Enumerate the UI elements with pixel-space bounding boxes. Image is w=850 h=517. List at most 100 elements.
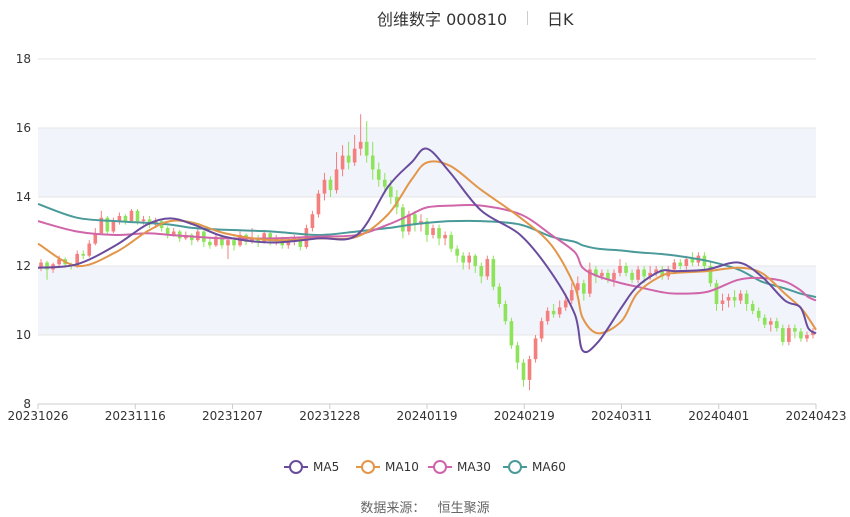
y-tick-label-3: 14 <box>16 190 31 204</box>
candle-body <box>129 210 134 222</box>
x-tick-label-2: 20231207 <box>202 409 263 423</box>
candle-body <box>425 221 429 235</box>
legend-label: MA60 <box>532 460 566 474</box>
candle-body <box>781 328 785 342</box>
candle-body <box>268 233 273 241</box>
candle-body <box>171 231 176 235</box>
candle-body <box>738 293 743 301</box>
candle-body <box>431 228 435 235</box>
candle-body <box>81 253 86 256</box>
y-tick-label-1: 10 <box>16 328 31 342</box>
candle-body <box>672 262 677 270</box>
candle-body <box>165 228 170 235</box>
candle-body <box>774 321 779 329</box>
candle-body <box>196 231 200 241</box>
candle-body <box>382 179 387 187</box>
legend-marker <box>289 460 303 474</box>
candle-body <box>678 262 683 266</box>
ma10-line <box>37 160 817 335</box>
candle-body <box>449 234 453 249</box>
candle-body <box>618 266 622 273</box>
candle-body <box>503 303 508 322</box>
candle-body <box>515 345 520 363</box>
legend-marker <box>361 460 375 474</box>
candle-body <box>220 236 224 246</box>
candle-body <box>485 259 490 277</box>
candle-body <box>787 328 791 342</box>
ma5-line <box>37 147 817 354</box>
y-tick-label-0: 8 <box>23 397 31 411</box>
source-name: 恒生聚源 <box>437 501 490 516</box>
legend-label: MA30 <box>457 460 491 474</box>
candle-body <box>732 297 737 301</box>
candle-body <box>600 272 604 277</box>
candle-body <box>527 359 532 380</box>
candle-body <box>401 207 405 232</box>
legend[interactable]: MA5 MA10 MA30 MA60 <box>284 460 566 474</box>
candle-body <box>316 193 321 215</box>
candle-body <box>654 269 658 273</box>
candle-body <box>606 272 610 280</box>
candle-body <box>708 266 713 284</box>
candle-body <box>521 362 526 380</box>
candle-body <box>298 238 303 248</box>
moving-average-lines <box>37 147 817 354</box>
y-tick-label-2: 12 <box>16 259 31 273</box>
candle-body <box>793 328 797 332</box>
candle-body <box>624 266 628 273</box>
candle-body <box>141 219 146 222</box>
candle-body <box>376 169 381 180</box>
candle-body <box>768 321 773 325</box>
x-tick-label-7: 20240401 <box>688 409 749 423</box>
candle-body <box>135 210 140 222</box>
candle-body <box>208 241 212 246</box>
candle-body <box>443 234 447 239</box>
candle-body <box>594 269 598 277</box>
candle-body <box>479 266 484 277</box>
candle-body <box>497 286 502 304</box>
candle-body <box>726 297 731 301</box>
candle-body <box>322 179 327 194</box>
candle-body <box>660 269 665 277</box>
candle-body <box>575 283 580 291</box>
candle-body <box>286 241 291 246</box>
candle-body <box>328 179 333 191</box>
candle-body <box>569 290 574 301</box>
candle-body <box>123 215 128 222</box>
candle-body <box>744 293 749 304</box>
candle-body <box>690 259 695 263</box>
y-tick-label-5: 18 <box>16 52 31 66</box>
candle-body <box>256 238 260 242</box>
x-tick-label-8: 20240423 <box>785 409 846 423</box>
candle-body <box>310 214 315 229</box>
candle-body <box>352 148 357 163</box>
x-tick-label-6: 20240311 <box>591 409 652 423</box>
candle-body <box>340 155 345 170</box>
candle-body <box>684 259 689 266</box>
candle-body <box>57 259 61 265</box>
candle-body <box>111 221 116 232</box>
chart-period: 日K <box>547 10 574 29</box>
candle-body <box>551 310 556 315</box>
chart-title: 创维数字 000810 <box>377 10 508 29</box>
candle-body <box>117 215 122 222</box>
legend-item-ma60[interactable]: MA60 <box>503 460 566 474</box>
candle-body <box>588 269 592 294</box>
legend-label: MA10 <box>385 460 419 474</box>
candle-body <box>581 283 586 294</box>
chart-header: 创维数字 000810 日K <box>0 4 850 30</box>
candle-body <box>226 240 230 246</box>
candle-body <box>563 300 568 308</box>
legend-item-ma30[interactable]: MA30 <box>428 460 491 474</box>
candle-body <box>557 307 562 315</box>
candle-body <box>805 335 809 339</box>
candle-body <box>250 238 254 242</box>
legend-item-ma5[interactable]: MA5 <box>284 460 339 474</box>
y-tick-label-4: 16 <box>16 121 31 135</box>
legend-item-ma10[interactable]: MA10 <box>356 460 419 474</box>
data-source: 数据来源： 恒生聚源 <box>0 497 850 516</box>
candle-body <box>509 321 514 346</box>
candle-body <box>45 262 49 270</box>
candle-body <box>811 331 815 335</box>
